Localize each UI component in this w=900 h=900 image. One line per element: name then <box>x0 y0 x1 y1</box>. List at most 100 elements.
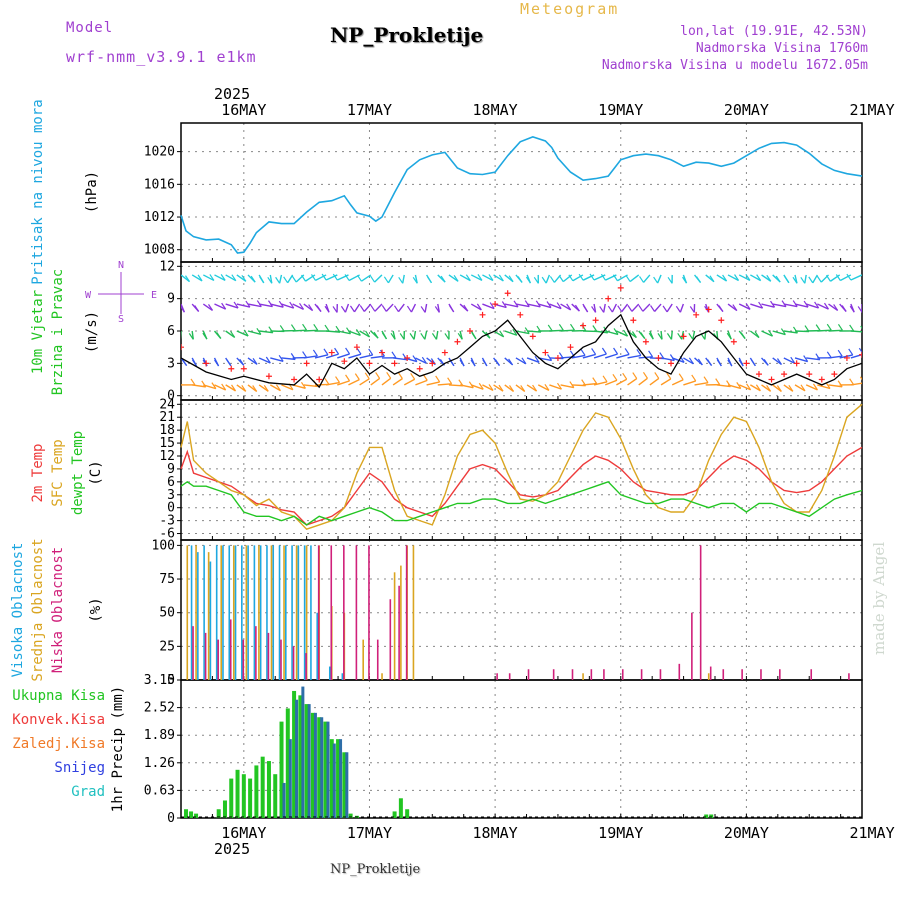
wind-barb-flag <box>622 372 628 380</box>
wind-barb-flag <box>393 305 399 313</box>
wind-barb-flag <box>252 358 258 365</box>
wind-barb-flag <box>617 305 623 313</box>
wind-barb <box>660 330 663 340</box>
y-tick-label: 12 <box>159 449 175 464</box>
wind-barb-flag <box>368 348 374 356</box>
wind-barb-flag <box>640 332 646 339</box>
snow-bar <box>282 782 286 818</box>
panel-frame <box>180 122 863 263</box>
gust-marker <box>843 354 850 361</box>
gust-marker <box>429 360 436 367</box>
wind-barb-flag <box>678 373 684 381</box>
wind-barb <box>504 384 514 393</box>
wind-barb <box>616 330 628 337</box>
rain-bar <box>310 712 315 818</box>
wind-barb <box>259 303 273 308</box>
wind-barb <box>654 303 662 312</box>
wind-barb-flag <box>682 276 688 284</box>
wind-barb-flag <box>722 274 728 282</box>
wind-barb <box>493 330 505 338</box>
wind-barb-flag <box>482 359 488 367</box>
wind-barb-flag <box>431 333 437 340</box>
wind-barb <box>806 357 820 361</box>
wind-barb <box>203 274 215 282</box>
rain-bar <box>336 739 341 818</box>
wind-barb-flag <box>525 276 531 284</box>
y-tick-label: 1.89 <box>144 728 175 743</box>
wind-barb-flag <box>837 323 843 331</box>
wind-barb-flag <box>508 275 514 283</box>
wind-barb <box>515 330 530 335</box>
wind-barb-flag <box>659 352 665 359</box>
wind-barb <box>582 353 596 359</box>
wind-barb-flag <box>346 327 352 335</box>
snow-bar <box>332 743 336 818</box>
wind-barb <box>794 384 806 392</box>
wind-barb-flag <box>689 306 695 313</box>
wind-barb-flag <box>209 274 215 281</box>
wind-barb-flag <box>390 332 396 340</box>
panel-frame <box>180 539 863 681</box>
snow-bar <box>345 752 349 818</box>
wind-barb <box>582 382 597 386</box>
wind-barb-flag <box>613 328 619 335</box>
wind-barb-flag <box>592 377 598 384</box>
wind-barb <box>214 303 226 310</box>
wind-barb-flag <box>488 274 494 281</box>
wind-barb-flag <box>607 305 613 313</box>
wind-barb-flag <box>776 358 782 365</box>
cloud-unit-label: (%) <box>88 597 104 622</box>
gust-marker <box>617 284 624 291</box>
product-title: Meteogram <box>520 0 620 18</box>
pressure-unit-label: (hPa) <box>84 171 100 213</box>
wind-barb <box>750 384 761 392</box>
wind-barb <box>861 331 862 332</box>
wind-barb-flag <box>308 304 314 311</box>
wind-barb <box>783 357 796 364</box>
rain-bar <box>392 811 397 818</box>
wind-barb <box>191 274 203 282</box>
wind-barb <box>840 274 852 282</box>
wind-barb-flag <box>857 306 862 313</box>
wind-barb <box>403 378 416 386</box>
wind-barb-flag <box>182 359 188 366</box>
wind-barb-flag <box>356 347 362 355</box>
wind-barb <box>191 330 194 340</box>
wind-barb <box>549 303 562 310</box>
wind-barb-flag <box>211 382 217 389</box>
wind-barb-flag <box>300 274 306 282</box>
wind-barb <box>325 353 339 359</box>
wind-barb-flag <box>275 276 281 284</box>
wind-barb <box>435 330 439 340</box>
gust-marker <box>567 344 574 351</box>
wind-barb-flag <box>732 304 738 311</box>
wind-barb-flag <box>803 355 809 362</box>
wind-barb-flag <box>335 376 341 383</box>
gust-marker <box>768 376 775 383</box>
wind-barb-flag <box>642 372 648 379</box>
temp2m-axis-label: 2m Temp <box>30 443 46 502</box>
wind-barb-flag <box>406 305 412 313</box>
footer-station: NP_Prokletije <box>330 862 421 877</box>
wind-barb <box>593 274 606 281</box>
gust-marker <box>353 344 360 351</box>
wind-barb <box>603 303 606 313</box>
rain-bar <box>304 704 309 818</box>
wind-barb <box>772 357 782 366</box>
wind-barb-flag <box>823 302 829 310</box>
wind-barb-flag <box>499 330 505 338</box>
wind-barb <box>203 384 217 390</box>
gust-marker <box>341 358 348 365</box>
sfctemp-axis-label: SFC Temp <box>50 439 66 506</box>
wind-barb <box>738 384 751 391</box>
wind-barb <box>270 303 284 308</box>
temp-line-0 <box>180 446 863 526</box>
snow-bar <box>301 686 305 818</box>
wind-barb <box>616 378 628 386</box>
x-top-tick-label: 20MAY <box>724 101 769 119</box>
rain-bar <box>317 717 322 818</box>
wind-barb-flag <box>498 274 504 282</box>
wind-barb-flag <box>718 305 724 312</box>
wind-barb-flag <box>688 357 694 365</box>
